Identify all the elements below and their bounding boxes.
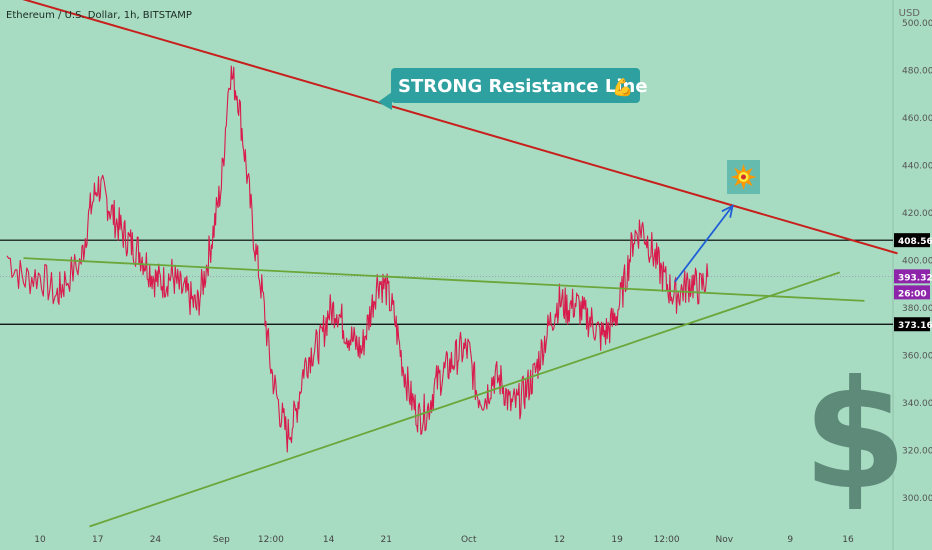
projection-arrow	[674, 205, 734, 283]
y-tick-label: 300.00	[902, 494, 932, 504]
explosion-center	[741, 174, 746, 180]
price-tag-373-bg	[894, 317, 930, 332]
x-tick-label: 17	[92, 535, 103, 545]
y-tick-label: 480.00	[902, 67, 932, 77]
current-price-tag-bg	[894, 269, 930, 284]
callout-pointer	[378, 92, 392, 110]
countdown-tag-bg	[894, 285, 930, 300]
y-tick-label: 400.00	[902, 257, 932, 267]
resistance-trendline	[22, 0, 898, 255]
y-tick-label: 340.00	[902, 399, 932, 409]
x-tick-label: Nov	[716, 535, 734, 545]
x-tick-label: 24	[150, 535, 162, 545]
price-tag-373: 373.16	[898, 321, 932, 331]
flexed-arm-emoji-icon: 💪	[612, 77, 633, 98]
y-tick-label: 460.00	[902, 114, 932, 124]
current-price-tag: 393.32	[898, 273, 932, 283]
x-tick-label: 19	[611, 535, 623, 545]
y-tick-label: 320.00	[902, 447, 932, 457]
countdown-tag: 26:00	[898, 289, 927, 299]
price-series-line	[6, 65, 709, 453]
x-tick-label: Oct	[461, 535, 477, 545]
symbol-title: Ethereum / U.S. Dollar, 1h, BITSTAMP	[6, 10, 192, 21]
x-tick-label: 10	[34, 535, 46, 545]
x-tick-label: 9	[787, 535, 793, 545]
y-tick-label: 500.00	[902, 19, 932, 29]
x-tick-label: 14	[323, 535, 335, 545]
x-tick-label: 12:00	[654, 535, 680, 545]
x-tick-label: 21	[381, 535, 392, 545]
x-tick-label: 12:00	[258, 535, 284, 545]
support-upper-trendline	[23, 257, 865, 302]
x-tick-label: 16	[842, 535, 854, 545]
price-tag-408: 408.56	[898, 237, 932, 247]
dollar-sign-icon: $	[803, 349, 907, 523]
y-tick-label: 360.00	[902, 352, 932, 362]
currency-label: USD	[898, 8, 920, 19]
price-tag-408-bg	[894, 233, 930, 248]
callout-label: STRONG Resistance Line	[398, 76, 648, 97]
support-lower-trendline	[89, 271, 841, 528]
x-tick-label: Sep	[213, 535, 230, 545]
callout-box	[391, 68, 640, 103]
y-tick-label: 420.00	[902, 209, 932, 219]
y-tick-label: 380.00	[902, 304, 932, 314]
projection-arrow-head	[721, 204, 734, 218]
y-tick-label: 440.00	[902, 162, 932, 172]
x-tick-label: 12	[554, 535, 565, 545]
